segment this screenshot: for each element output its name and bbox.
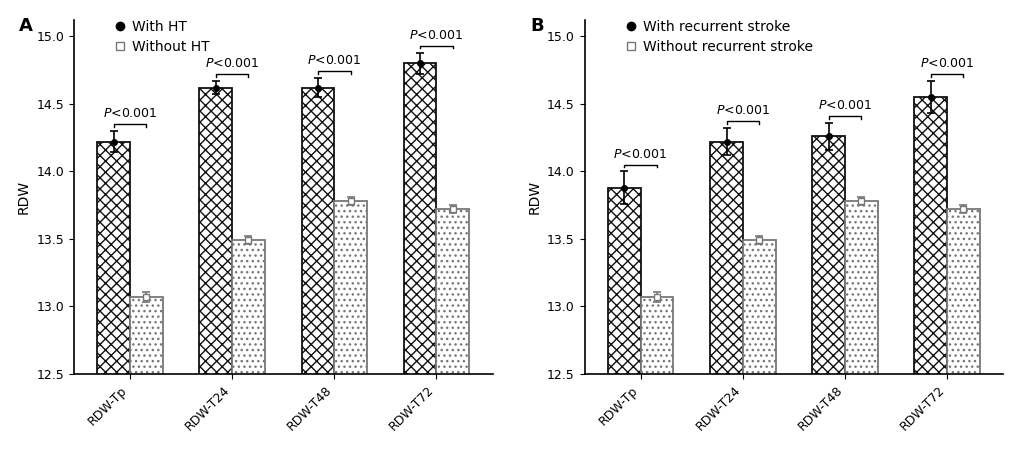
Y-axis label: RDW: RDW [16,180,31,214]
Bar [947,209,979,450]
Text: $\it{P}$<0.001: $\it{P}$<0.001 [817,99,871,112]
Bar [709,142,742,450]
Bar [742,240,774,450]
Text: $\it{P}$<0.001: $\it{P}$<0.001 [612,148,667,161]
Text: B: B [530,17,543,35]
Legend: With recurrent stroke, Without recurrent stroke: With recurrent stroke, Without recurrent… [625,20,812,54]
Text: A: A [19,17,34,35]
Bar [436,209,469,450]
Bar [640,297,673,450]
Legend: With HT, Without HT: With HT, Without HT [114,20,210,54]
Bar [844,201,876,450]
Text: $\it{P}$<0.001: $\it{P}$<0.001 [103,107,157,120]
Y-axis label: RDW: RDW [527,180,541,214]
Text: $\it{P}$<0.001: $\it{P}$<0.001 [715,104,769,117]
Bar [129,297,163,450]
Text: $\it{P}$<0.001: $\it{P}$<0.001 [307,54,362,68]
Bar [607,188,640,450]
Bar [811,136,844,450]
Bar [404,63,436,450]
Text: $\it{P}$<0.001: $\it{P}$<0.001 [205,57,259,70]
Text: $\it{P}$<0.001: $\it{P}$<0.001 [409,29,464,42]
Bar [302,88,334,450]
Bar [334,201,367,450]
Text: $\it{P}$<0.001: $\it{P}$<0.001 [919,57,973,70]
Bar [914,97,947,450]
Bar [232,240,265,450]
Bar [97,142,129,450]
Bar [200,88,232,450]
